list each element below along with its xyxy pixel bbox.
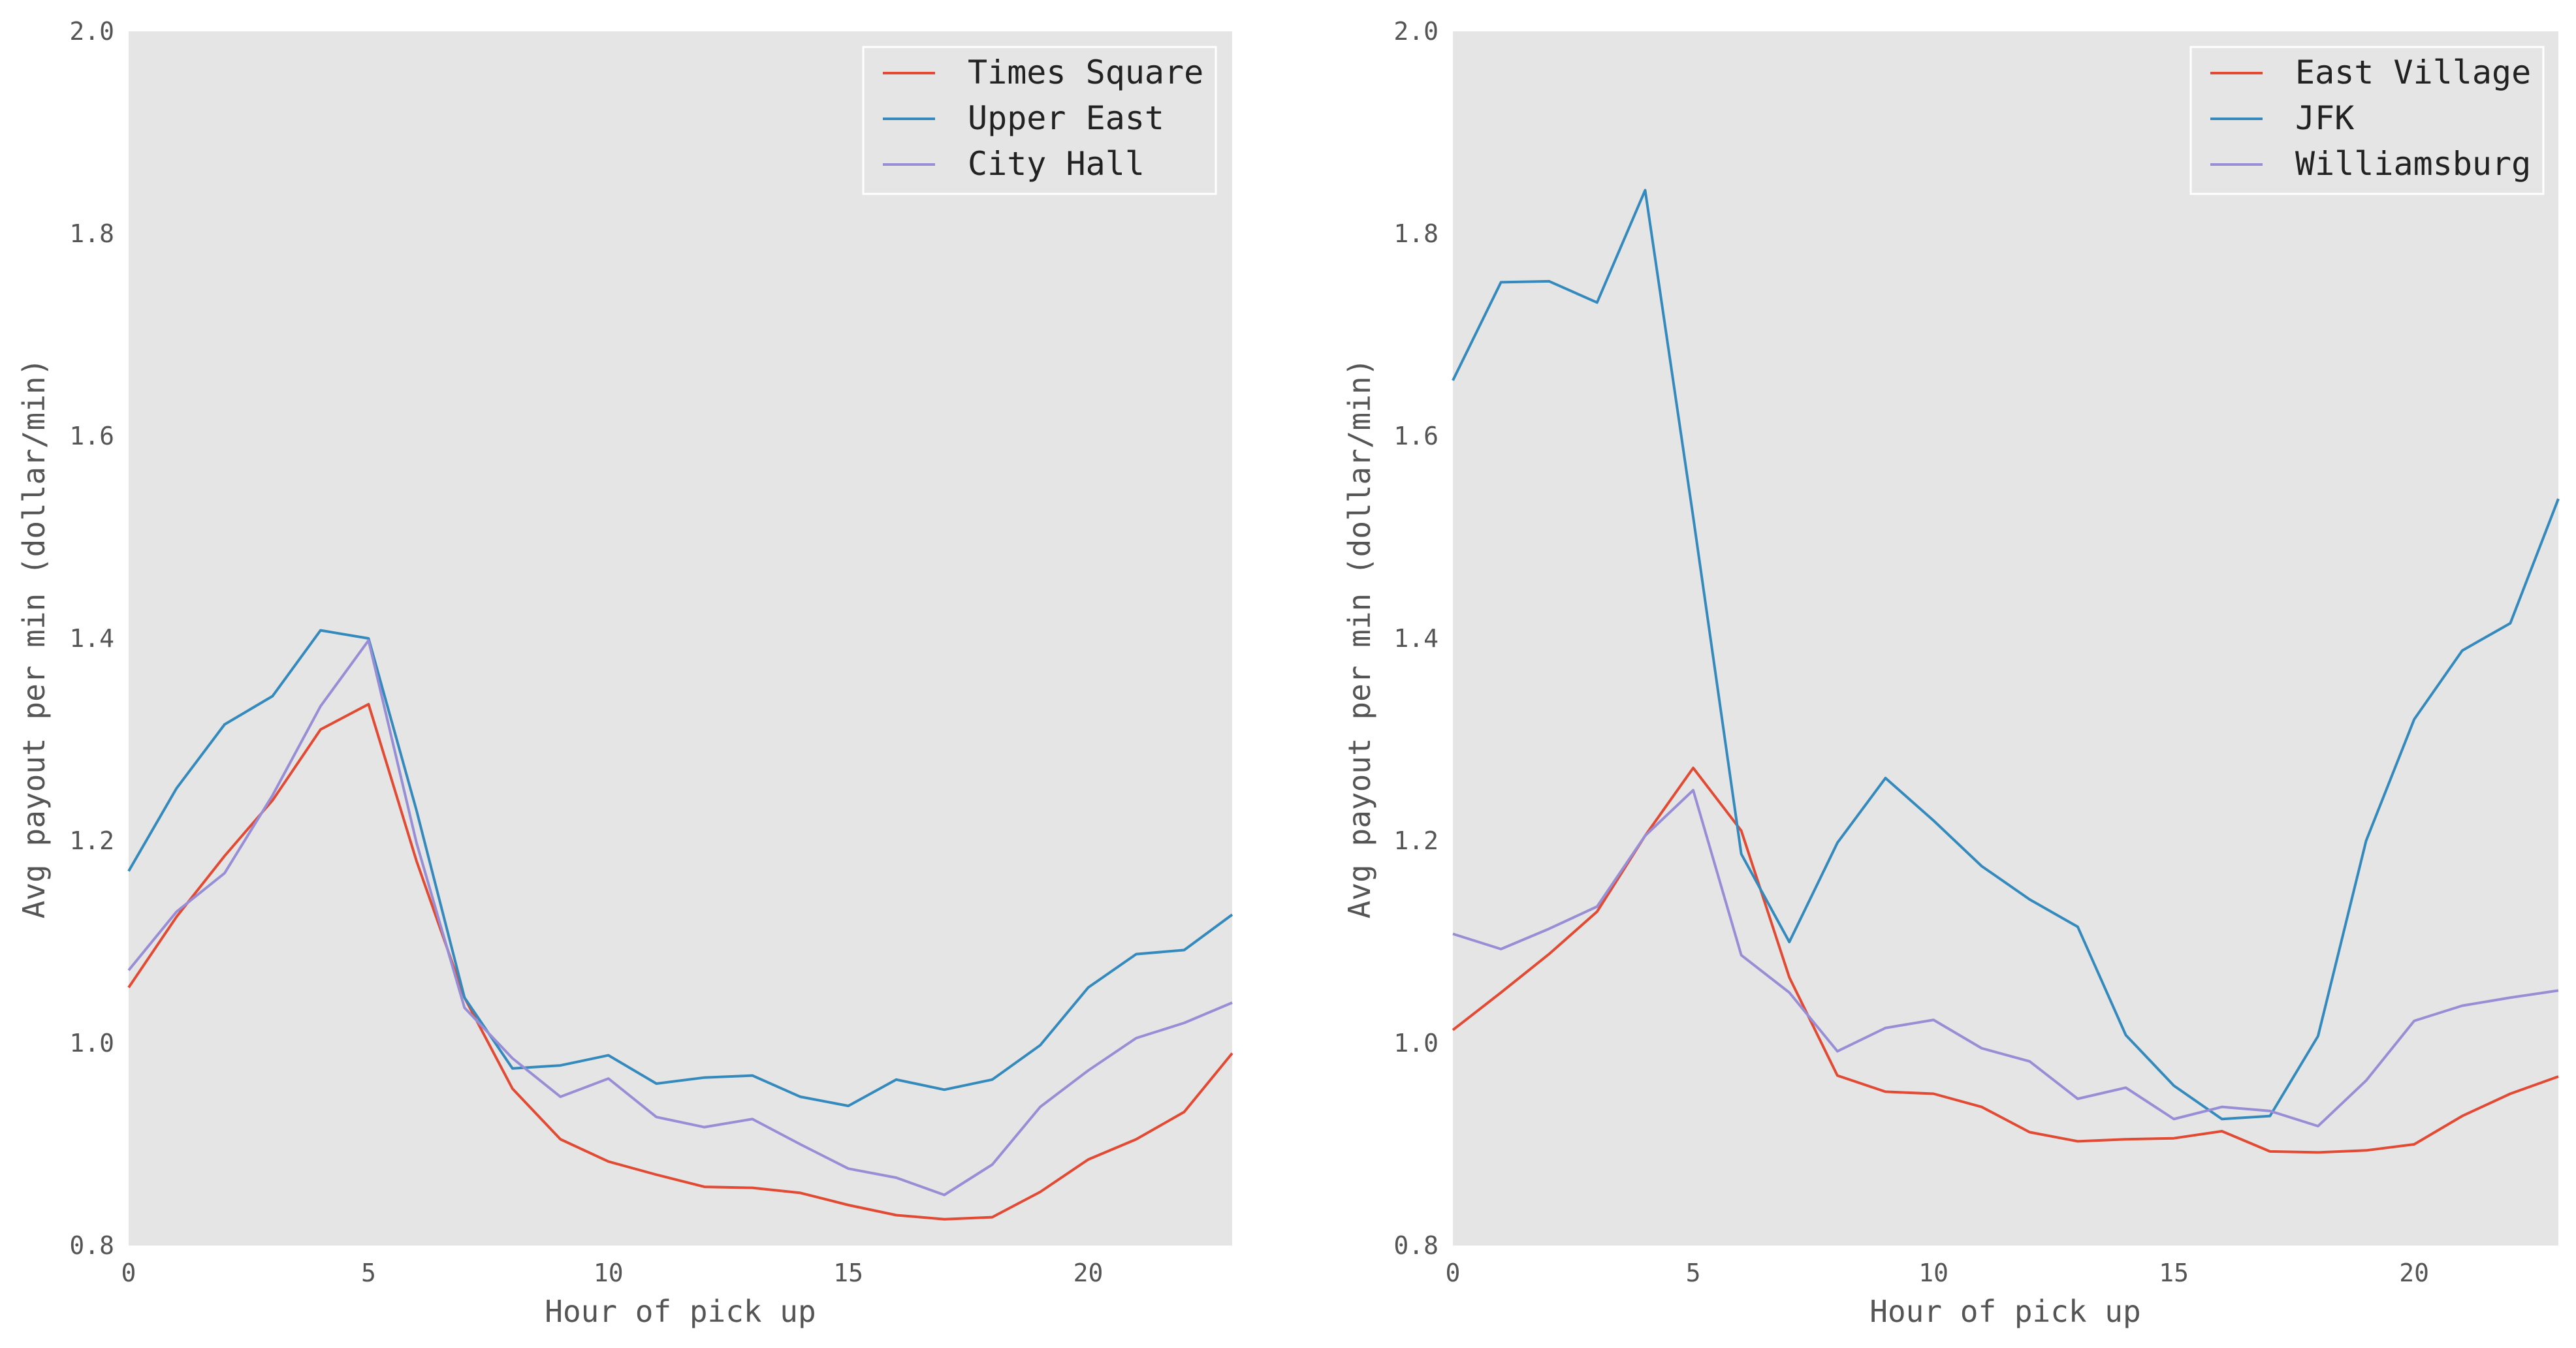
- x-tick-label: 15: [2159, 1259, 2189, 1287]
- y-tick-label: 1.6: [1393, 422, 1439, 450]
- plot-area-background: [129, 31, 1232, 1246]
- y-tick-labels: 0.8 1.0 1.2 1.4 1.6 1.8 2.0: [69, 17, 114, 1260]
- x-tick-label: 20: [1073, 1259, 1104, 1287]
- x-tick-label: 15: [833, 1259, 863, 1287]
- legend-label-times-square: Times Square: [968, 54, 1203, 91]
- legend-label-east-village: East Village: [2295, 54, 2531, 91]
- legend-box: [2189, 46, 2545, 195]
- y-tick-label: 1.2: [1393, 826, 1439, 855]
- x-axis-label: Hour of pick up: [1869, 1294, 2140, 1329]
- y-tick-label: 0.8: [1393, 1231, 1439, 1260]
- y-axis-label: Avg payout per min (dollar/min): [16, 358, 52, 919]
- legend: East Village JFK Williamsburg: [2189, 46, 2545, 195]
- chart-panel-right: 0.8 1.0 1.2 1.4 1.6 1.8 2.0 0 5 10 15 20 Hour of p…: [1342, 17, 2560, 1329]
- series-layer: [1452, 189, 2560, 1154]
- series-line-williamsburg: [1452, 789, 2559, 1128]
- legend-label-city-hall: City Hall: [968, 145, 1145, 183]
- x-tick-label: 10: [1918, 1259, 1948, 1287]
- y-tick-label: 1.8: [1393, 219, 1439, 248]
- x-tick-label: 20: [2399, 1259, 2429, 1287]
- y-tick-labels: 0.8 1.0 1.2 1.4 1.6 1.8 2.0: [1393, 17, 1439, 1260]
- legend-label-williamsburg: Williamsburg: [2295, 145, 2531, 183]
- chart-panel-left: 0.8 1.0 1.2 1.4 1.6 1.8 2.0 0 5 10 15 20 Hour of p…: [16, 17, 1233, 1329]
- y-tick-label: 1.4: [69, 624, 114, 653]
- legend: Times Square Upper East City Hall: [862, 46, 1217, 195]
- x-tick-label: 10: [594, 1259, 624, 1287]
- y-tick-label: 1.6: [69, 422, 114, 450]
- series-line-upper-east: [127, 629, 1233, 1108]
- legend-box: [862, 46, 1217, 195]
- y-tick-label: 2.0: [69, 17, 114, 46]
- x-tick-labels: 0 5 10 15 20: [1446, 1259, 2430, 1287]
- y-tick-label: 2.0: [1393, 17, 1439, 46]
- legend-label-upper-east: Upper East: [968, 99, 1164, 137]
- y-tick-label: 0.8: [69, 1231, 114, 1260]
- plot-area-background: [1453, 31, 2558, 1246]
- y-tick-label: 1.2: [69, 826, 114, 855]
- x-axis-label: Hour of pick up: [545, 1294, 816, 1329]
- series-line-jfk: [1452, 189, 2560, 1121]
- x-tick-labels: 0 5 10 15 20: [121, 1259, 1104, 1287]
- y-axis-label: Avg payout per min (dollar/min): [1342, 358, 1377, 919]
- series-layer: [127, 629, 1233, 1221]
- x-tick-label: 5: [1686, 1259, 1701, 1287]
- x-tick-label: 0: [1446, 1259, 1461, 1287]
- y-tick-label: 1.0: [69, 1029, 114, 1058]
- legend-label-jfk: JFK: [2295, 99, 2354, 137]
- x-tick-label: 5: [361, 1259, 376, 1287]
- y-tick-label: 1.4: [1393, 624, 1439, 653]
- y-tick-label: 1.8: [69, 219, 114, 248]
- x-tick-label: 0: [121, 1259, 136, 1287]
- series-line-times-square: [127, 702, 1233, 1221]
- series-line-city-hall: [127, 639, 1233, 1197]
- y-tick-label: 1.0: [1393, 1029, 1439, 1058]
